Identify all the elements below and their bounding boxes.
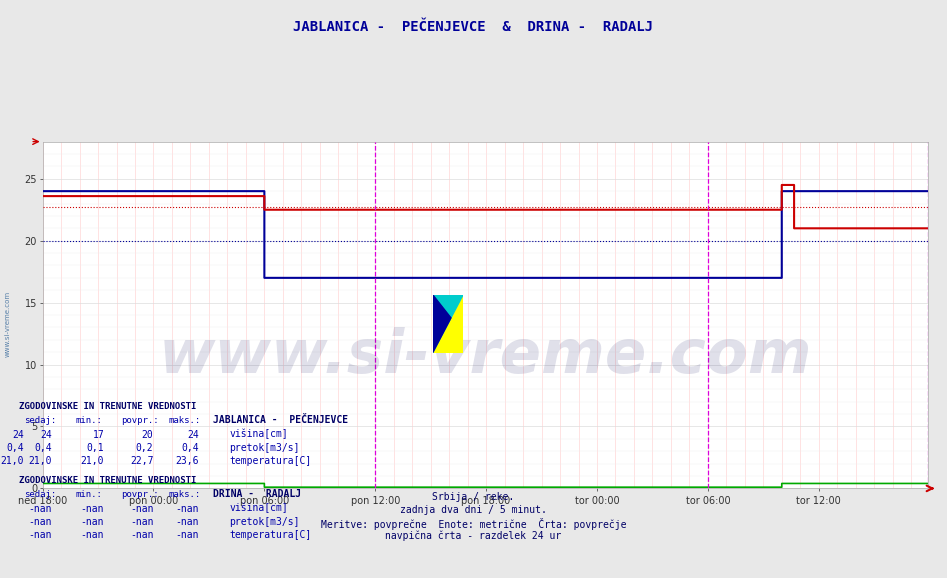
Text: -nan: -nan (130, 503, 153, 513)
Text: min.:: min.: (76, 490, 102, 499)
Text: 21,0: 21,0 (28, 456, 52, 466)
Text: maks.:: maks.: (169, 490, 201, 499)
Text: 0,4: 0,4 (34, 443, 52, 453)
Text: -nan: -nan (80, 530, 104, 540)
Text: -nan: -nan (28, 530, 52, 540)
Text: 21,0: 21,0 (0, 456, 24, 466)
Text: povpr.:: povpr.: (121, 416, 159, 425)
Text: 0,4: 0,4 (6, 443, 24, 453)
Text: višina[cm]: višina[cm] (229, 503, 288, 513)
Text: JABLANICA -  PEČENJEVCE  &  DRINA -  RADALJ: JABLANICA - PEČENJEVCE & DRINA - RADALJ (294, 20, 653, 34)
Text: 0,4: 0,4 (181, 443, 199, 453)
Text: sedaj:: sedaj: (24, 416, 56, 425)
Text: Meritve: povprečne  Enote: metrične  Črta: povprečje: Meritve: povprečne Enote: metrične Črta:… (321, 518, 626, 530)
Text: -nan: -nan (175, 503, 199, 513)
Text: 21,0: 21,0 (80, 456, 104, 466)
Text: pretok[m3/s]: pretok[m3/s] (229, 517, 299, 527)
Text: DRINA -  RADALJ: DRINA - RADALJ (213, 489, 301, 499)
Text: -nan: -nan (80, 503, 104, 513)
Text: -nan: -nan (28, 503, 52, 513)
Text: -nan: -nan (175, 530, 199, 540)
Text: -nan: -nan (28, 517, 52, 527)
Polygon shape (433, 295, 463, 353)
Text: 20: 20 (142, 429, 153, 439)
Text: -nan: -nan (175, 517, 199, 527)
Text: 22,7: 22,7 (130, 456, 153, 466)
Text: www.si-vreme.com: www.si-vreme.com (5, 291, 10, 357)
Polygon shape (433, 295, 463, 353)
Text: www.si-vreme.com: www.si-vreme.com (158, 327, 813, 386)
Text: povpr.:: povpr.: (121, 490, 159, 499)
Text: 23,6: 23,6 (175, 456, 199, 466)
Text: -nan: -nan (130, 530, 153, 540)
Text: 24: 24 (12, 429, 24, 439)
Text: sedaj:: sedaj: (24, 490, 56, 499)
Text: 17: 17 (93, 429, 104, 439)
Text: 24: 24 (188, 429, 199, 439)
Text: ZGODOVINSKE IN TRENUTNE VREDNOSTI: ZGODOVINSKE IN TRENUTNE VREDNOSTI (19, 476, 196, 484)
Text: -nan: -nan (130, 517, 153, 527)
Text: 24: 24 (41, 429, 52, 439)
Text: Srbija / reke.: Srbija / reke. (433, 492, 514, 502)
Text: ZGODOVINSKE IN TRENUTNE VREDNOSTI: ZGODOVINSKE IN TRENUTNE VREDNOSTI (19, 402, 196, 410)
Text: temperatura[C]: temperatura[C] (229, 456, 312, 466)
Text: zadnja dva dni / 5 minut.: zadnja dva dni / 5 minut. (400, 505, 547, 515)
Text: JABLANICA -  PEČENJEVCE: JABLANICA - PEČENJEVCE (213, 415, 348, 425)
Text: 0,2: 0,2 (135, 443, 153, 453)
Text: višina[cm]: višina[cm] (229, 429, 288, 439)
Text: -nan: -nan (80, 517, 104, 527)
Text: temperatura[C]: temperatura[C] (229, 530, 312, 540)
Text: maks.:: maks.: (169, 416, 201, 425)
Text: navpična črta - razdelek 24 ur: navpična črta - razdelek 24 ur (385, 531, 562, 541)
Text: min.:: min.: (76, 416, 102, 425)
Text: 0,1: 0,1 (86, 443, 104, 453)
Text: pretok[m3/s]: pretok[m3/s] (229, 443, 299, 453)
Polygon shape (433, 295, 451, 353)
